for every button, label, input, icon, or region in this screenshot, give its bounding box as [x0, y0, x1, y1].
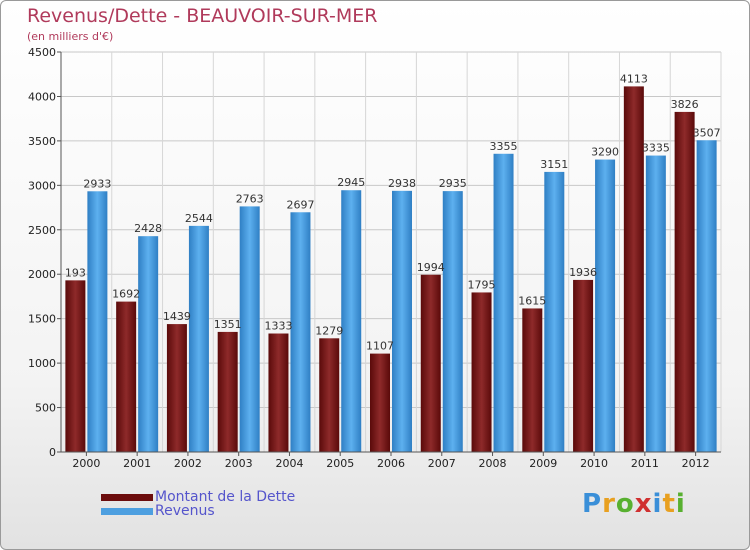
y-tick-label: 500	[35, 402, 56, 415]
bar-revenus-2000	[87, 191, 108, 453]
logo-letter: x	[634, 489, 653, 519]
x-tick-label: 2008	[479, 457, 507, 470]
data-label-revenus-2003: 2763	[236, 192, 264, 205]
bar-revenus-2012	[696, 140, 717, 452]
data-label-revenus-2012: 3507	[693, 126, 721, 139]
bar-dette-2000	[65, 280, 86, 452]
y-tick-label: 4000	[28, 90, 56, 103]
x-tick-label: 2000	[72, 457, 100, 470]
bar-revenus-2010	[595, 159, 616, 453]
logo-letter: P	[582, 489, 603, 519]
data-label-dette-2003: 1351	[214, 318, 242, 331]
x-tick-label: 2010	[580, 457, 608, 470]
legend-swatch-revenus	[101, 507, 153, 515]
bar-revenus-2008	[493, 153, 514, 452]
bar-revenus-2001	[138, 236, 159, 452]
x-tick-label: 2006	[377, 457, 405, 470]
legend-swatch-dette	[101, 493, 153, 501]
bar-dette-2010	[573, 279, 594, 452]
logo-letter: i	[675, 489, 686, 519]
bar-dette-2005	[319, 338, 340, 452]
bar-revenus-2004	[290, 212, 311, 452]
bar-revenus-2002	[188, 225, 209, 452]
logo-letter: r	[602, 489, 616, 519]
y-tick-label: 3500	[28, 135, 56, 148]
data-label-dette-2005: 1279	[315, 324, 343, 337]
data-label-dette-2004: 1333	[264, 320, 292, 333]
bar-dette-2011	[623, 86, 644, 453]
y-tick-label: 2500	[28, 224, 56, 237]
x-tick-label: 2004	[275, 457, 303, 470]
x-tick-label: 2009	[529, 457, 557, 470]
proxiti-logo: Proxiti	[582, 489, 686, 519]
data-label-dette-2002: 1439	[163, 310, 191, 323]
logo-letter: i	[652, 489, 663, 519]
legend-item-revenus: Revenus	[101, 503, 215, 519]
bar-dette-2004	[268, 333, 289, 452]
y-tick-label: 4500	[28, 46, 56, 59]
data-label-dette-2007: 1994	[417, 261, 445, 274]
logo-letter: o	[615, 489, 635, 519]
data-label-revenus-2006: 2938	[388, 177, 416, 190]
bar-dette-2002	[166, 324, 187, 452]
bar-revenus-2005	[341, 190, 362, 452]
data-label-dette-2011: 4113	[620, 72, 648, 85]
chart-subtitle: (en milliers d'€)	[27, 30, 114, 43]
x-tick-label: 2007	[428, 457, 456, 470]
bar-revenus-2003	[239, 206, 260, 452]
bar-dette-2009	[522, 308, 543, 452]
bar-dette-2012	[674, 111, 695, 453]
bar-dette-2008	[471, 292, 492, 452]
bar-dette-2001	[116, 301, 137, 452]
logo-letter: t	[662, 489, 676, 519]
bar-revenus-2011	[645, 155, 666, 453]
data-label-dette-2006: 1107	[366, 340, 394, 353]
y-tick-label: 0	[49, 446, 56, 459]
x-tick-label: 2003	[225, 457, 253, 470]
legend-label-revenus: Revenus	[155, 503, 215, 519]
data-label-revenus-2005: 2945	[337, 176, 365, 189]
x-tick-label: 2002	[174, 457, 202, 470]
data-label-dette-2001: 1692	[112, 288, 140, 301]
data-label-dette-2009: 1615	[518, 294, 546, 307]
data-label-revenus-2011: 3335	[642, 142, 670, 155]
data-label-revenus-2004: 2697	[286, 198, 314, 211]
data-label-revenus-2002: 2544	[185, 212, 213, 225]
legend-label-dette: Montant de la Dette	[155, 489, 296, 505]
chart-title: Revenus/Dette - BEAUVOIR-SUR-MER	[27, 5, 378, 27]
bar-revenus-2009	[544, 171, 565, 452]
bar-revenus-2007	[442, 191, 463, 452]
data-label-revenus-2010: 3290	[591, 146, 619, 159]
data-label-revenus-2001: 2428	[134, 222, 162, 235]
y-tick-label: 3000	[28, 179, 56, 192]
data-label-dette-2010: 1936	[569, 266, 597, 279]
data-label-revenus-2007: 2935	[439, 177, 467, 190]
x-tick-label: 2001	[123, 457, 151, 470]
x-tick-label: 2005	[326, 457, 354, 470]
bar-dette-2006	[370, 353, 390, 452]
y-tick-label: 2000	[28, 268, 56, 281]
bar-revenus-2006	[392, 190, 412, 452]
data-label-dette-2008: 1795	[468, 278, 496, 291]
x-tick-label: 2011	[631, 457, 659, 470]
data-label-revenus-2008: 3355	[490, 140, 518, 153]
bar-dette-2007	[420, 274, 441, 452]
legend-item-dette: Montant de la Dette	[101, 489, 295, 505]
bar-dette-2003	[217, 331, 238, 452]
y-tick-label: 1000	[28, 357, 56, 370]
data-label-dette-2012: 3826	[671, 98, 699, 111]
data-label-dette-2000: 193	[65, 266, 86, 279]
x-tick-label: 2012	[682, 457, 710, 470]
y-tick-label: 1500	[28, 313, 56, 326]
data-label-revenus-2009: 3151	[540, 158, 568, 171]
data-label-revenus-2000: 2933	[83, 177, 111, 190]
